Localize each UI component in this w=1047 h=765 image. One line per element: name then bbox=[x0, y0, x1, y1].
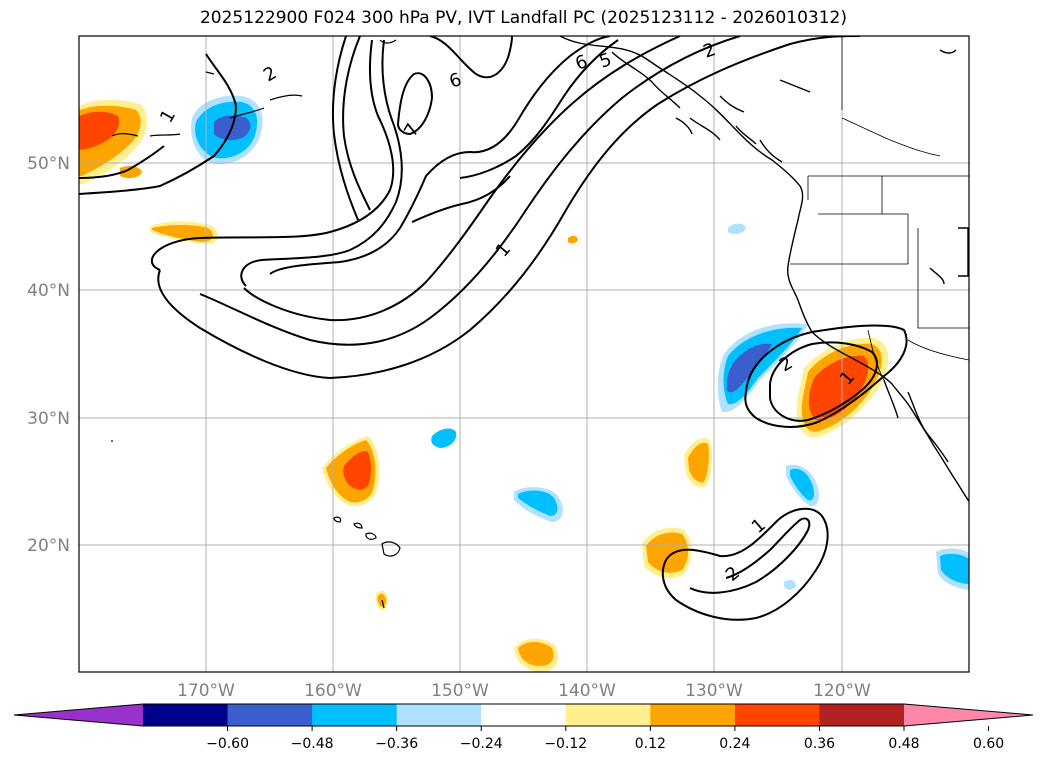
coastline-north-america bbox=[559, 36, 969, 503]
colorbar-tick-label: 0.48 bbox=[888, 736, 919, 752]
lon-label-170w: 170°W bbox=[177, 681, 235, 701]
contour-1-jet bbox=[79, 53, 238, 195]
lat-label-30n: 30°N bbox=[27, 409, 70, 429]
colorbar-tick-label: 0.36 bbox=[804, 736, 835, 752]
pos-patch-small-a bbox=[120, 165, 142, 179]
neg-patch-hawaii-north bbox=[431, 428, 457, 448]
lon-label-160w: 160°W bbox=[304, 681, 362, 701]
contour-6-ridge bbox=[429, 36, 513, 79]
lat-label-20n: 20°N bbox=[27, 536, 70, 556]
colorbar-segment bbox=[396, 704, 482, 726]
positive-anomaly-patches bbox=[79, 99, 889, 672]
latitude-labels: 50°N 40°N 30°N 20°N bbox=[27, 154, 70, 556]
neg-patch-small-2 bbox=[784, 579, 796, 590]
hawaii-big-island bbox=[381, 541, 401, 557]
colorbar-segment bbox=[650, 704, 736, 726]
graticule bbox=[79, 36, 969, 672]
map-title: 2025122900 F024 300 hPa PV, IVT Landfall… bbox=[199, 8, 847, 28]
colorbar-extend-high bbox=[904, 704, 1033, 726]
contour-2-california bbox=[769, 341, 878, 422]
colorbar-segment bbox=[227, 704, 313, 726]
lon-label-140w: 140°W bbox=[558, 681, 616, 701]
colorbar-segment bbox=[481, 704, 567, 726]
neg-patch-small-1 bbox=[728, 223, 746, 235]
colorbar: −0.60 −0.48 −0.36 −0.24 −0.12 0.12 0.24 0.36 0.4… bbox=[13, 703, 1034, 752]
pos-patch-small-c bbox=[568, 235, 578, 244]
colorbar-tick-label: −0.36 bbox=[375, 736, 418, 752]
colorbar-extend-low bbox=[14, 704, 143, 726]
colorbar-segment bbox=[143, 704, 229, 726]
colorbar-segment bbox=[312, 704, 398, 726]
pv-contours bbox=[79, 36, 908, 621]
colorbar-segment bbox=[819, 704, 905, 726]
lon-label-150w: 150°W bbox=[431, 681, 489, 701]
map-frame bbox=[78, 35, 970, 673]
lon-label-130w: 130°W bbox=[685, 681, 743, 701]
lat-label-50n: 50°N bbox=[27, 154, 70, 174]
colorbar-tick-label: −0.60 bbox=[206, 736, 249, 752]
lat-label-40n: 40°N bbox=[27, 281, 70, 301]
colorbar-outline bbox=[13, 703, 1034, 727]
colorbar-tick-label: −0.48 bbox=[291, 736, 334, 752]
islands bbox=[111, 39, 401, 609]
colorbar-segment bbox=[734, 704, 820, 726]
contour-1-south bbox=[661, 507, 829, 621]
negative-anomaly-patches bbox=[191, 95, 969, 590]
colorbar-tick-label: 0.12 bbox=[635, 736, 666, 752]
lon-label-120w: 120°W bbox=[813, 681, 871, 701]
colorbar-tick-label: 0.60 bbox=[973, 736, 1004, 752]
colorbar-tick-label: −0.12 bbox=[544, 736, 587, 752]
colorbar-tick-label: −0.24 bbox=[460, 736, 503, 752]
colorbar-segment bbox=[565, 704, 651, 726]
longitude-labels: 170°W 160°W 150°W 140°W 130°W 120°W bbox=[177, 681, 871, 701]
colorbar-tick-label: 0.24 bbox=[719, 736, 750, 752]
